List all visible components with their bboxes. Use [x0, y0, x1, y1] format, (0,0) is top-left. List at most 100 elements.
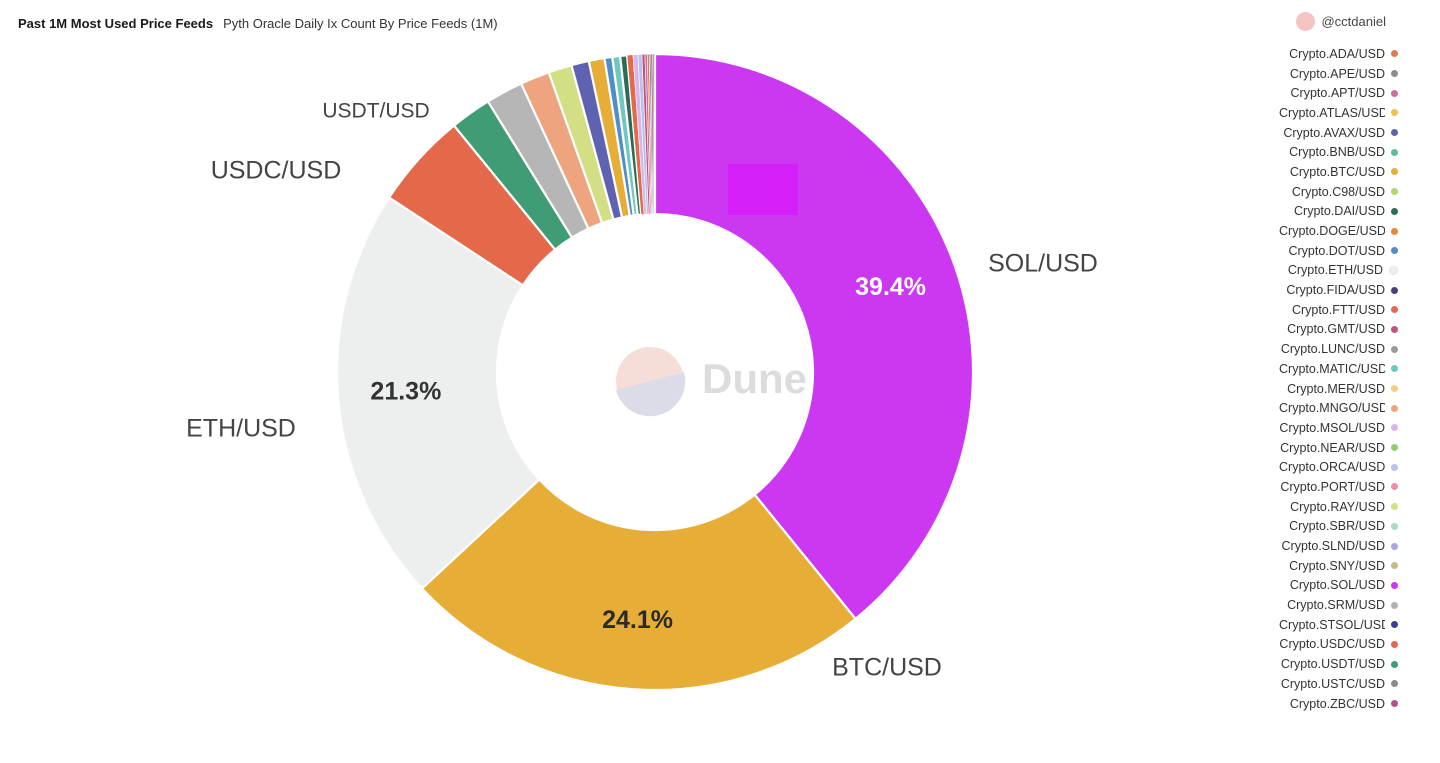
legend-label: Crypto.DAI/USD — [1294, 204, 1385, 219]
legend-swatch — [1391, 168, 1398, 176]
legend-item[interactable]: Crypto.ORCA/USD — [1240, 457, 1408, 477]
dune-watermark-text: Dune — [702, 355, 807, 402]
dune-watermark: Dune — [616, 347, 807, 417]
legend-swatch — [1391, 50, 1398, 58]
hover-square — [728, 164, 798, 215]
legend-item[interactable]: Crypto.SNY/USD — [1240, 556, 1408, 576]
legend-swatch — [1391, 660, 1398, 668]
legend-label: Crypto.SLND/USD — [1281, 539, 1386, 554]
legend-item[interactable]: Crypto.BTC/USD — [1240, 162, 1408, 182]
legend-label: Crypto.LUNC/USD — [1280, 342, 1385, 357]
legend-swatch — [1391, 345, 1398, 353]
legend-swatch — [1391, 286, 1398, 294]
legend-item[interactable]: Crypto.PORT/USD — [1240, 477, 1408, 497]
legend-swatch — [1391, 365, 1398, 373]
legend-item[interactable]: Crypto.SLND/USD — [1240, 536, 1408, 556]
legend-swatch — [1391, 601, 1398, 609]
legend-label: Crypto.MER/USD — [1287, 381, 1385, 396]
legend-label: Crypto.MATIC/USD — [1279, 361, 1385, 376]
legend-label: Crypto.SNY/USD — [1289, 558, 1385, 573]
legend-swatch — [1391, 424, 1398, 432]
legend-item[interactable]: Crypto.ATLAS/USD — [1240, 103, 1408, 123]
legend-swatch — [1391, 542, 1398, 550]
slice-srm-usd[interactable] — [653, 53, 656, 215]
legend-item[interactable]: Crypto.MNGO/USD — [1240, 398, 1408, 418]
legend-item[interactable]: Crypto.MATIC/USD — [1240, 359, 1408, 379]
legend-item[interactable]: Crypto.SRM/USD — [1240, 595, 1408, 615]
legend-label: Crypto.MSOL/USD — [1279, 420, 1385, 435]
dune-logo-shade — [616, 372, 686, 417]
legend-item[interactable]: Crypto.MSOL/USD — [1240, 418, 1408, 438]
legend-label: Crypto.SBR/USD — [1289, 519, 1385, 534]
slice-btc-usd[interactable] — [420, 477, 858, 692]
legend-item[interactable]: Crypto.DAI/USD — [1240, 202, 1408, 222]
legend-swatch — [1391, 89, 1398, 97]
outer-label-eth-usd: ETH/USD — [186, 415, 296, 443]
legend-swatch — [1391, 522, 1398, 530]
legend-item[interactable]: Crypto.APE/USD — [1240, 64, 1408, 84]
legend-swatch — [1391, 129, 1398, 137]
legend-label: Crypto.BNB/USD — [1289, 145, 1385, 160]
legend-item[interactable]: Crypto.C98/USD — [1240, 182, 1408, 202]
legend-label: Crypto.ETH/USD — [1287, 263, 1383, 278]
slice-eth-usd[interactable] — [335, 195, 541, 591]
legend-item[interactable]: Crypto.APT/USD — [1240, 83, 1408, 103]
legend-swatch — [1391, 109, 1398, 117]
legend-swatch — [1391, 247, 1398, 255]
legend-item[interactable]: Crypto.SOL/USD — [1240, 576, 1408, 596]
slice-labels: SOL/USD 39.4% BTC/USD 24.1% ETH/USD 21.3% USDC… — [186, 100, 1098, 682]
legend-label: Crypto.DOGE/USD — [1279, 224, 1385, 239]
legend-label: Crypto.SOL/USD — [1289, 578, 1385, 593]
legend-item[interactable]: Crypto.FTT/USD — [1240, 300, 1408, 320]
legend-swatch — [1391, 227, 1398, 235]
legend-item[interactable]: Crypto.BNB/USD — [1240, 142, 1408, 162]
legend-swatch — [1391, 325, 1398, 333]
chart-subtitle: Pyth Oracle Daily Ix Count By Price Feed… — [223, 15, 498, 31]
legend-item[interactable]: Crypto.AVAX/USD — [1240, 123, 1408, 143]
legend-label: Crypto.STSOL/USD — [1279, 617, 1385, 632]
legend-label: Crypto.DOT/USD — [1288, 243, 1385, 258]
legend-label: Crypto.ADA/USD — [1289, 46, 1385, 61]
legend-swatch — [1391, 148, 1398, 156]
outer-label-sol-usd: SOL/USD — [988, 250, 1098, 278]
legend-item[interactable]: Crypto.LUNC/USD — [1240, 339, 1408, 359]
legend-item[interactable]: Crypto.GMT/USD — [1240, 320, 1408, 340]
legend-item[interactable]: Crypto.RAY/USD — [1240, 497, 1408, 517]
pct-label-sol-usd: 39.4% — [855, 273, 926, 301]
legend-label: Crypto.ATLAS/USD — [1279, 105, 1385, 120]
legend-swatch — [1391, 700, 1398, 708]
legend-fade — [1240, 712, 1408, 732]
legend-item[interactable]: Crypto.DOGE/USD — [1240, 221, 1408, 241]
legend-item[interactable]: Crypto.NEAR/USD — [1240, 438, 1408, 458]
legend-item[interactable]: Crypto.ETH/USD — [1240, 261, 1408, 281]
legend-swatch — [1391, 404, 1398, 412]
legend-label: Crypto.SRM/USD — [1287, 598, 1385, 613]
pct-label-btc-usd: 24.1% — [602, 606, 673, 634]
legend-swatch — [1391, 207, 1398, 215]
legend-item[interactable]: Crypto.MER/USD — [1240, 379, 1408, 399]
legend-swatch — [1389, 265, 1398, 275]
legend-item[interactable]: Crypto.FIDA/USD — [1240, 280, 1408, 300]
legend-label: Crypto.NEAR/USD — [1280, 440, 1385, 455]
legend-item[interactable]: Crypto.DOT/USD — [1240, 241, 1408, 261]
legend-item[interactable]: Crypto.ADA/USD — [1240, 44, 1408, 64]
legend-item[interactable]: Crypto.ZBC/USD — [1240, 694, 1408, 714]
author-badge[interactable]: @cctdaniel — [1296, 12, 1386, 31]
outer-label-usdt-usd: USDT/USD — [322, 100, 429, 123]
legend-item[interactable]: Crypto.USTC/USD — [1240, 674, 1408, 694]
legend-swatch — [1391, 503, 1398, 511]
legend-item[interactable]: Crypto.STSOL/USD — [1240, 615, 1408, 635]
donut-slices — [335, 52, 975, 692]
legend-label: Crypto.APT/USD — [1290, 86, 1385, 101]
legend-swatch — [1391, 621, 1398, 629]
avatar — [1296, 12, 1316, 31]
legend-item[interactable]: Crypto.SBR/USD — [1240, 517, 1408, 537]
legend-swatch — [1391, 444, 1398, 452]
legend-swatch — [1391, 581, 1398, 589]
legend-item[interactable]: Crypto.USDC/USD — [1240, 635, 1408, 655]
legend-item[interactable]: Crypto.USDT/USD — [1240, 654, 1408, 674]
outer-label-usdc-usd: USDC/USD — [211, 157, 342, 185]
